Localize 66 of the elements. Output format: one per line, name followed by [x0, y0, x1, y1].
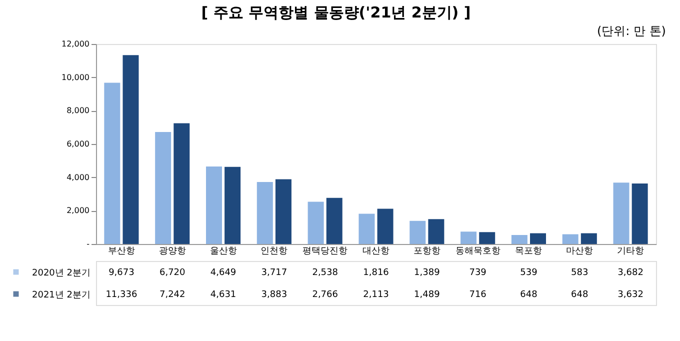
- x-tick-label: 광양항: [158, 246, 186, 256]
- y-tick-label: 12,000: [62, 40, 90, 48]
- data-label: 1,816: [363, 268, 390, 278]
- bar: [174, 123, 190, 244]
- x-tick-label: 평택당진항: [302, 246, 348, 256]
- bar: [511, 235, 528, 244]
- data-label: 11,336: [106, 290, 138, 300]
- bar: [275, 179, 292, 244]
- x-tick-label: 울산항: [210, 246, 237, 256]
- bar: [479, 232, 496, 244]
- bar: [104, 82, 120, 244]
- data-label: 4,649: [210, 268, 236, 278]
- data-label: 583: [571, 268, 588, 278]
- data-label: 3,682: [618, 268, 644, 278]
- x-tick-label: 기타항: [617, 246, 644, 256]
- bar: [377, 208, 394, 244]
- data-label: 539: [520, 268, 538, 278]
- data-label: 2,766: [312, 290, 338, 300]
- y-tick-label: 10,000: [62, 72, 90, 82]
- data-label: 2,538: [312, 268, 338, 278]
- bar: [460, 232, 477, 244]
- bar: [206, 166, 222, 244]
- data-label: 9,673: [108, 268, 134, 278]
- y-tick-label: 4,000: [66, 172, 90, 182]
- bar: [632, 183, 648, 244]
- x-tick-label: 동해묵호항: [455, 246, 500, 256]
- bar: [308, 202, 324, 244]
- x-tick-label: 부산항: [108, 246, 135, 256]
- bar: [326, 198, 342, 244]
- data-label: 648: [520, 290, 538, 300]
- bar: [224, 166, 241, 244]
- x-tick-label: 목포항: [515, 246, 542, 256]
- text: (단위: 만 톤): [596, 24, 666, 38]
- data-label: 3,883: [261, 290, 288, 300]
- x-tick-label: 인천항: [260, 246, 288, 256]
- legend-label: 2021년 2분기: [32, 290, 90, 300]
- data-label: 739: [469, 268, 487, 278]
- bar: [122, 55, 139, 244]
- bar: [256, 182, 273, 244]
- x-tick-label: 대산항: [362, 246, 390, 256]
- data-label: 648: [571, 290, 588, 300]
- data-label: 1,389: [414, 268, 440, 278]
- y-tick-label: 6,000: [66, 140, 90, 148]
- y-tick-label: 2,000: [66, 206, 90, 216]
- y-tick-label: -: [86, 240, 90, 248]
- legend-label: 2020년 2분기: [32, 268, 90, 278]
- bar: [580, 233, 597, 244]
- data-label: 2,113: [363, 290, 389, 300]
- x-tick-label: 마산항: [566, 246, 594, 256]
- data-label: 3,632: [618, 290, 644, 300]
- bar: [155, 132, 172, 244]
- data-label: 4,631: [210, 290, 236, 300]
- bar: [410, 220, 426, 244]
- data-label: 3,717: [261, 268, 288, 278]
- data-label: 1,489: [414, 290, 440, 300]
- bar: [530, 233, 546, 244]
- bar: [428, 219, 444, 244]
- data-label: 6,720: [159, 268, 186, 278]
- x-tick-label: 포항항: [413, 246, 440, 256]
- data-label: 716: [469, 290, 487, 300]
- chart-title: [ 주요 무역항별 물동량('21년 2분기) ]: [201, 4, 471, 22]
- data-label: 7,242: [159, 290, 186, 300]
- bar: [613, 182, 630, 244]
- y-tick-label: 8,000: [66, 106, 90, 116]
- bar: [358, 214, 375, 244]
- bar: [562, 234, 578, 244]
